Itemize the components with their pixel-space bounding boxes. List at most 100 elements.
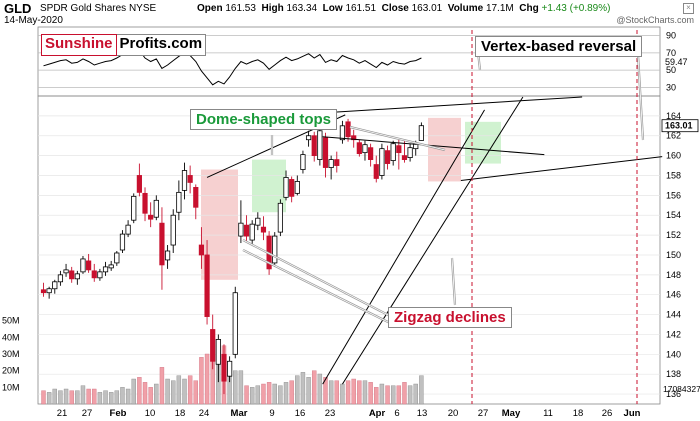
volume-bar xyxy=(63,388,69,405)
candle xyxy=(114,250,120,266)
x-tick-label: 26 xyxy=(602,408,613,419)
candle xyxy=(57,270,64,286)
candle-body xyxy=(249,223,255,241)
candle-body xyxy=(362,144,368,154)
candle xyxy=(108,260,114,271)
price-tick-label: 140 xyxy=(666,349,681,359)
x-tick-label: 20 xyxy=(448,408,459,419)
volume-bar xyxy=(86,388,91,405)
candle-body xyxy=(317,130,323,160)
candle xyxy=(396,139,402,170)
sunshine-profits-logo: Sunshine Profits.com xyxy=(41,34,207,56)
x-tick-label: 6 xyxy=(394,408,399,419)
candles xyxy=(40,118,424,395)
volume-bar xyxy=(148,387,153,405)
candle xyxy=(46,286,52,299)
candle-body xyxy=(86,260,92,271)
volume-bars xyxy=(41,340,424,405)
price-tick-label: 156 xyxy=(666,190,681,200)
volume-bar xyxy=(58,390,63,405)
close-x-icon[interactable]: × xyxy=(683,3,694,14)
x-tick-label: 13 xyxy=(417,408,428,419)
volume-bar xyxy=(108,392,114,405)
candle-body xyxy=(328,159,334,168)
candle-body xyxy=(227,360,233,377)
candle-body xyxy=(204,254,210,317)
price-tick-label: 138 xyxy=(666,369,681,379)
candle-body xyxy=(125,224,131,235)
x-tick-label: Apr xyxy=(369,408,386,419)
candle xyxy=(125,220,131,238)
price-tick-label: 164 xyxy=(666,111,681,121)
zigzag-pointer-right-inner xyxy=(451,257,456,306)
candle xyxy=(379,143,385,180)
candle xyxy=(334,151,340,173)
candle-body xyxy=(63,269,69,274)
candle xyxy=(418,122,424,141)
candle-body xyxy=(311,135,317,157)
x-tick-label: 16 xyxy=(295,408,306,419)
volume-bar xyxy=(328,380,334,405)
candle xyxy=(86,253,92,273)
instrument-name: SPDR Gold Shares NYSE xyxy=(40,3,157,14)
volume-bar xyxy=(69,390,74,405)
volume-bar xyxy=(317,373,323,405)
candle-body xyxy=(407,147,413,159)
candle xyxy=(407,143,413,162)
candle xyxy=(176,180,182,221)
volume-bar xyxy=(340,383,345,405)
last-price-value: 163.01 xyxy=(665,121,693,131)
price-tick-label: 136 xyxy=(666,389,681,399)
candle xyxy=(272,232,278,267)
price-tick-label: 148 xyxy=(666,270,681,280)
candle xyxy=(119,230,126,253)
zigzag-declines-label: Zigzag declines xyxy=(388,307,512,328)
volume-bar xyxy=(278,385,283,405)
candle xyxy=(97,268,103,281)
chart-header: GLD SPDR Gold Shares NYSE 14-May-2020 Op… xyxy=(0,0,700,26)
volume-bar xyxy=(249,387,255,405)
volume-bar xyxy=(362,380,368,405)
candle xyxy=(345,118,351,142)
candle-body xyxy=(148,214,154,220)
candle xyxy=(362,140,368,161)
price-tick-label: 162 xyxy=(666,131,681,141)
volume-bar xyxy=(199,357,204,405)
volume-bar xyxy=(114,390,120,405)
candle xyxy=(300,150,306,174)
candle xyxy=(215,334,221,383)
candle-body xyxy=(232,292,238,355)
volume-bar xyxy=(165,378,170,405)
candle-body xyxy=(379,148,385,176)
candle xyxy=(368,143,374,167)
volume-bar xyxy=(272,383,277,405)
candle xyxy=(153,195,159,221)
candle xyxy=(181,162,188,200)
candle-body xyxy=(272,235,278,264)
candle-body xyxy=(356,142,362,155)
x-tick-label: 18 xyxy=(175,408,186,419)
volume-tick-label: 50M xyxy=(2,316,20,326)
candle-body xyxy=(289,179,295,197)
candle xyxy=(255,212,261,231)
volume-bar xyxy=(295,375,300,405)
rising-resistance-line xyxy=(322,96,583,114)
price-tick-label: 144 xyxy=(666,310,681,320)
candle xyxy=(390,140,396,166)
volume-bar xyxy=(289,380,294,405)
volume-bar xyxy=(52,388,57,405)
candle-body xyxy=(136,175,142,193)
zigzag-pointer-left-2-inner xyxy=(242,249,391,324)
candle xyxy=(164,245,171,269)
price-tick-label: 152 xyxy=(666,230,681,240)
candle xyxy=(283,170,289,201)
candle xyxy=(40,282,47,297)
vertex-pointer-right-inner xyxy=(637,54,644,141)
candle xyxy=(210,314,216,370)
x-tick-label: Feb xyxy=(110,408,127,419)
candle-body xyxy=(69,270,75,280)
volume-bar xyxy=(368,382,373,405)
volume-bar xyxy=(390,385,396,405)
volume-bar xyxy=(379,383,385,405)
x-tick-label: 18 xyxy=(573,408,584,419)
